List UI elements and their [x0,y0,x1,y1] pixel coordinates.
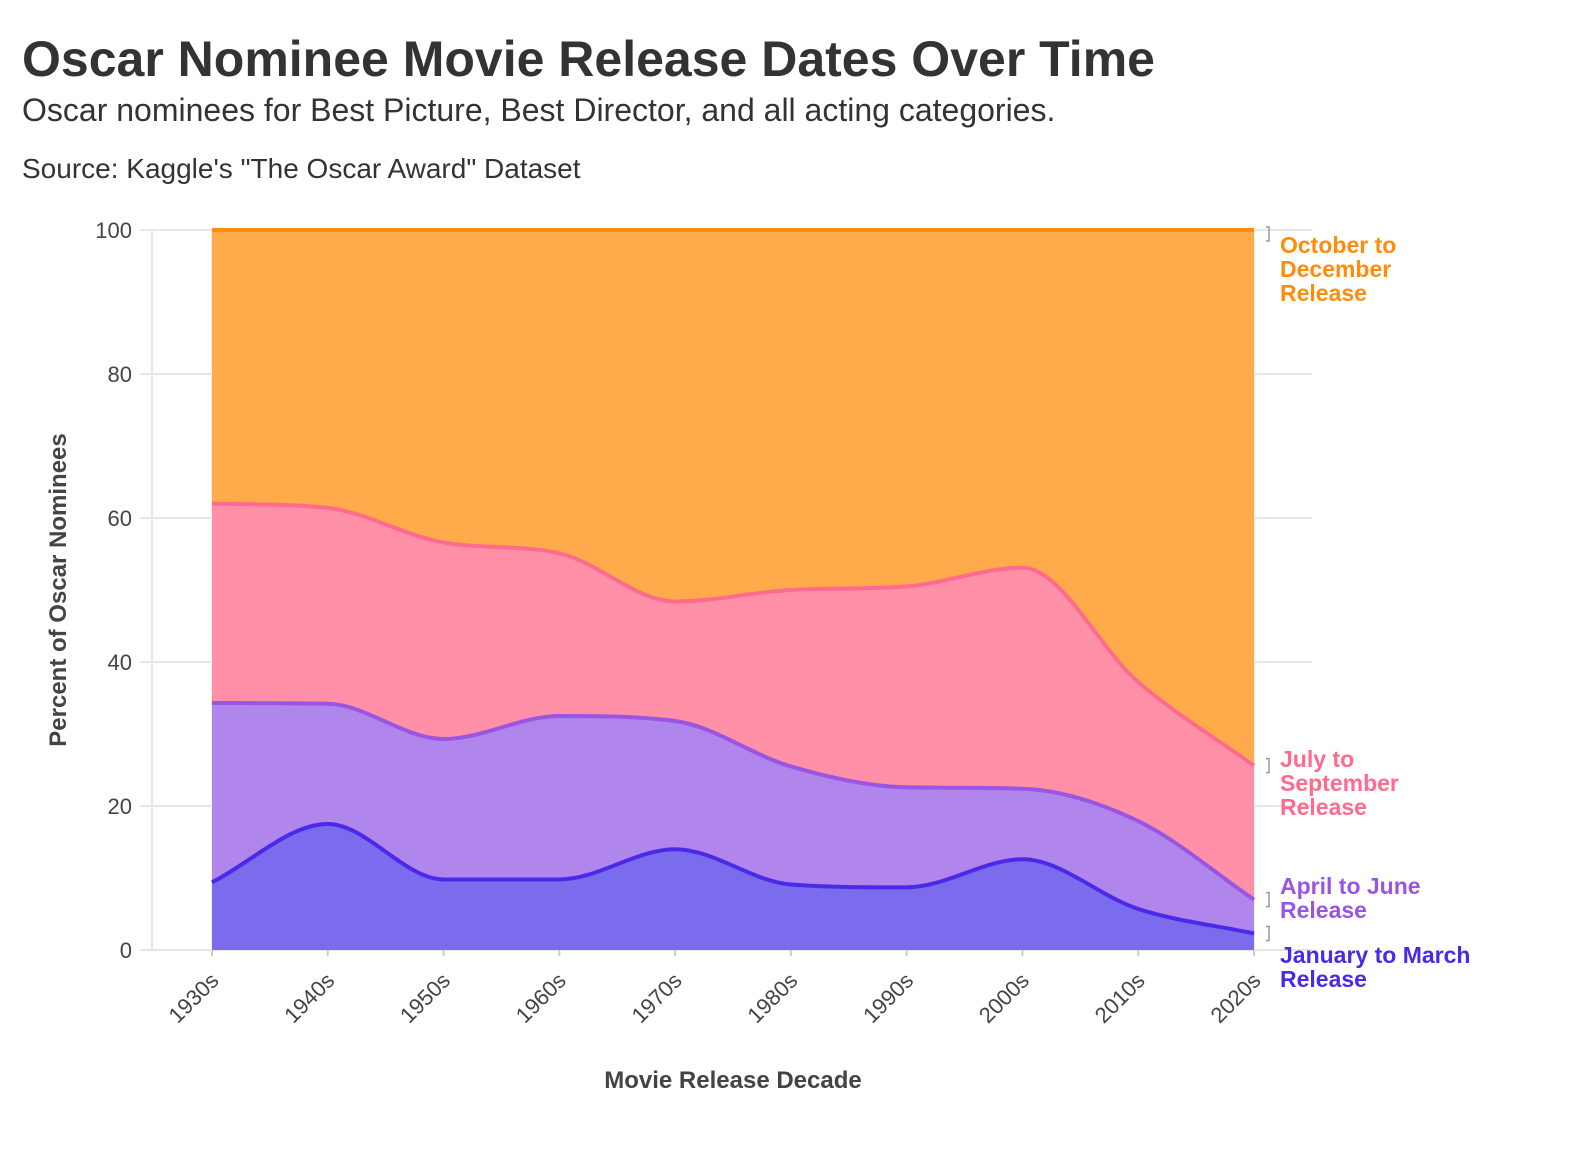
x-tick-label-1940s: 1940s [279,968,339,1028]
y-tick-label-60: 60 [108,506,132,531]
series-label-july-to-september-release: July to September Release [1280,746,1399,820]
area-april-to-june-release [212,703,1254,934]
y-axis-title: Percent of Oscar Nominees [45,433,72,746]
y-axis-ticks: 0 20 40 60 80 100 [95,218,132,963]
area-october-to-december-release [212,230,1254,766]
series-connector-april-to-june-release [1266,891,1270,908]
series-labels: January to March Release April to June Rele… [1266,226,1470,992]
x-tick-label-1960s: 1960s [511,968,571,1028]
y-tick-label-80: 80 [108,362,132,387]
series-label-january-to-march-release: January to March Release [1280,942,1470,992]
area-january-to-march-release [212,824,1254,950]
x-tick-label-2020s: 2020s [1205,968,1265,1028]
x-tick-label-2000s: 2000s [974,968,1034,1028]
y-tick-label-0: 0 [120,938,132,963]
x-tick-label-1930s: 1930s [163,968,223,1028]
stacked-areas [212,230,1254,950]
line-january-to-march-release [211,822,1255,936]
x-tick-label-1950s: 1950s [395,968,455,1028]
x-tick-label-1990s: 1990s [858,968,918,1028]
series-lines [211,227,1256,936]
series-label-october-to-december-release: October to December Release [1280,232,1396,306]
line-april-to-june-release [211,701,1256,902]
series-label-april-to-june-release: April to June Release [1280,873,1421,923]
x-tick-label-1970s: 1970s [627,968,687,1028]
chart-subtitle: Oscar nominees for Best Picture, Best Di… [22,92,1056,128]
series-connector-october-to-december-release [1266,226,1270,242]
x-tick-label-2010s: 2010s [1090,968,1150,1028]
series-connector-january-to-march-release [1266,925,1270,942]
y-tick-label-20: 20 [108,794,132,819]
area-july-to-september-release [212,503,1254,900]
line-july-to-september-release [211,501,1256,768]
series-connector-july-to-september-release [1266,757,1270,774]
chart-source-caption: Source: Kaggle's "The Oscar Award" Datas… [22,153,581,184]
x-axis-title: Movie Release Decade [604,1067,861,1094]
chart-title: Oscar Nominee Movie Release Dates Over T… [22,31,1155,87]
y-tick-label-40: 40 [108,650,132,675]
x-axis-ticks: 1930s 1940s 1950s 1960s 1970s 1980s 1990s 2000s… [163,950,1266,1028]
x-tick-label-1980s: 1980s [742,968,802,1028]
y-tick-label-100: 100 [95,218,132,243]
